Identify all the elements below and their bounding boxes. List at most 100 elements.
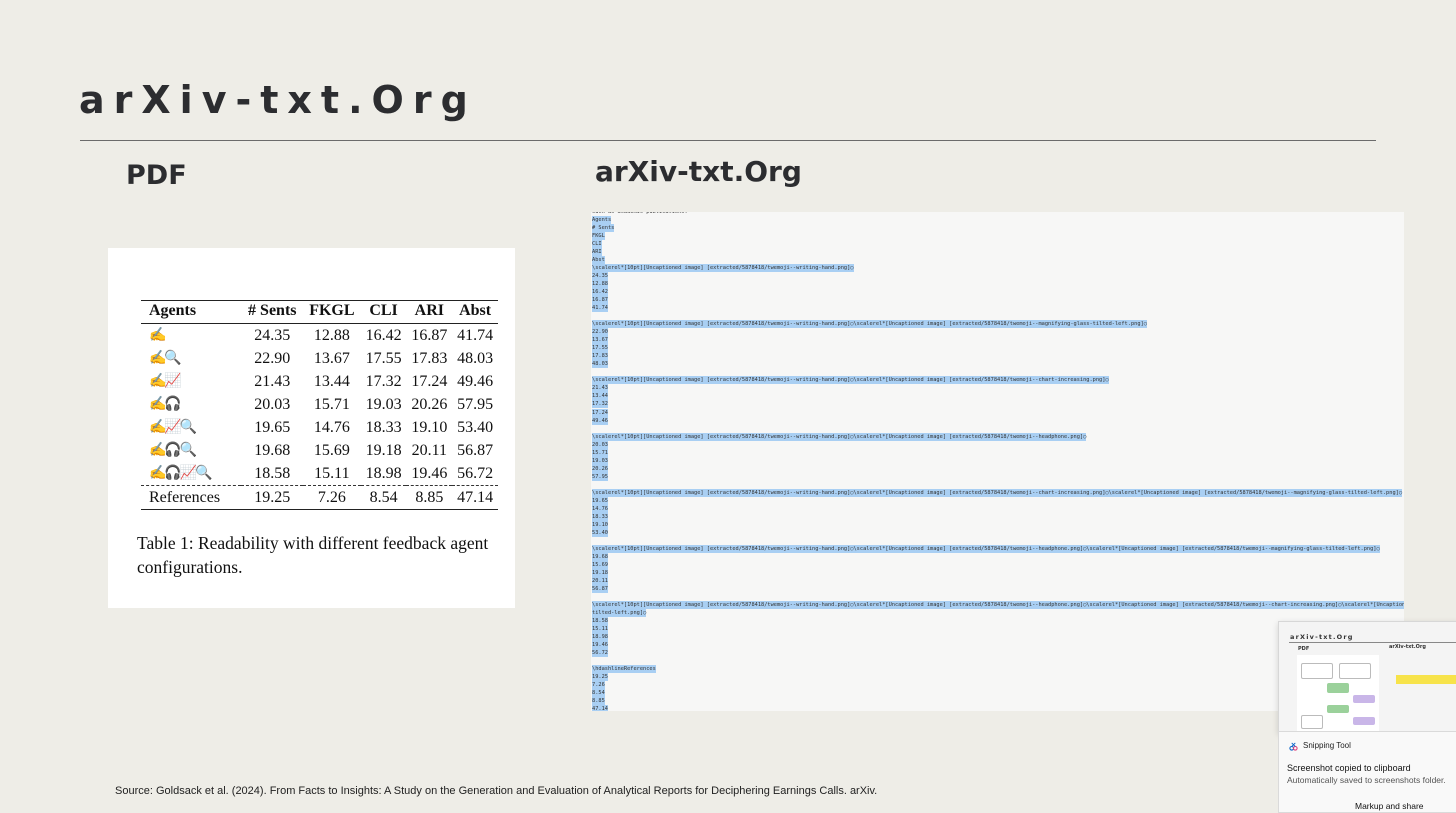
screenshot-thumbnail[interactable]: arXiv-txt.Org PDF arXiv-txt.Org	[1278, 621, 1456, 733]
text-line: 49.46	[592, 416, 608, 425]
table-cell: 17.24	[411, 372, 448, 390]
agent-icons: ✍	[149, 328, 166, 343]
text-line: 15.69	[592, 560, 608, 569]
table-cell: 13.67	[313, 349, 350, 367]
text-line: 19.10	[592, 520, 608, 529]
text-line: CLI	[592, 240, 602, 249]
text-line: 16.87	[592, 296, 608, 305]
text-line: 24.35	[592, 272, 608, 281]
thumbnail-image	[1297, 655, 1379, 732]
table-cell: 17.55	[365, 349, 402, 367]
table-row: ✍🎧🔍 19.68 15.69 19.18 20.11 56.87	[141, 439, 498, 462]
table-row: ✍ 24.35 12.88 16.42 16.87 41.74	[141, 324, 498, 348]
notification-subtitle: Automatically saved to screenshots folde…	[1287, 775, 1446, 785]
table-row: ✍📈🔍 19.65 14.76 18.33 19.10 53.40	[141, 416, 498, 439]
table-cell: 48.03	[457, 349, 494, 367]
text-line: 18.98	[592, 633, 608, 642]
agent-icons: ✍🎧	[149, 397, 182, 412]
thumbnail-box	[1327, 705, 1349, 713]
text-line: 41.74	[592, 304, 608, 313]
table-cell: 19.65	[254, 418, 291, 436]
table-cell: 19.68	[254, 441, 291, 459]
markup-and-share-button[interactable]: Markup and share	[1355, 801, 1424, 811]
thumbnail-txt-label: arXiv-txt.Org	[1389, 644, 1426, 650]
table-cell: 19.10	[411, 418, 448, 436]
snipping-tool-icon	[1289, 742, 1298, 751]
text-line: 20.26	[592, 464, 608, 473]
table-row: ✍🎧 20.03 15.71 19.03 20.26 57.95	[141, 393, 498, 416]
table-cell: 20.11	[411, 441, 448, 459]
text-line: 8.54	[592, 689, 605, 698]
table-cell: 17.83	[411, 349, 448, 367]
header-divider	[80, 140, 1376, 141]
text-line: 17.24	[592, 408, 608, 417]
readability-table: Agents # Sents FKGL CLI ARI Abst ✍ 24.35 1…	[141, 300, 498, 510]
table-row: ✍🎧📈🔍 18.58 15.11 18.98 19.46 56.72	[141, 462, 498, 486]
table-cell: 21.43	[254, 372, 291, 390]
table-cell: 53.40	[457, 418, 494, 436]
agent-icons: ✍📈	[149, 374, 182, 389]
text-line: 17.32	[592, 400, 608, 409]
table-cell: 20.03	[254, 395, 291, 413]
text-line: \scalerel*[10pt][Uncaptioned image] [ext…	[592, 376, 1109, 385]
table-cell: 24.35	[254, 326, 291, 344]
text-line: 8.85	[592, 697, 605, 706]
table-cell: 16.87	[411, 326, 448, 344]
table-cell: 8.54	[360, 485, 407, 510]
text-line: ARI	[592, 248, 602, 257]
text-line: 12.88	[592, 280, 608, 289]
table-cell: 16.42	[365, 326, 402, 344]
text-line: 56.87	[592, 584, 608, 593]
text-view[interactable]: such as academic publications. Agents # Se…	[591, 212, 1404, 711]
source-citation: Source: Goldsack et al. (2024). From Fac…	[115, 785, 878, 797]
snipping-tool-notification[interactable]: Snipping Tool Screenshot copied to clipb…	[1278, 731, 1456, 813]
thumbnail-title: arXiv-txt.Org	[1290, 633, 1354, 641]
text-line: \scalerel*[10pt][Uncaptioned image] [ext…	[592, 264, 854, 273]
table-cell: 56.87	[457, 441, 494, 459]
thumbnail-box	[1339, 663, 1371, 679]
table-cell: 8.85	[406, 485, 453, 510]
text-line: 18.58	[592, 617, 608, 626]
table-cell: 19.46	[411, 464, 448, 482]
text-line: 19.03	[592, 456, 608, 465]
txt-heading: arXiv-txt.Org	[595, 155, 802, 188]
pdf-heading: PDF	[126, 160, 187, 191]
table-cell: 14.76	[313, 418, 350, 436]
thumbnail-highlight	[1396, 675, 1456, 684]
column-header: Agents	[141, 300, 242, 324]
text-line: 14.76	[592, 504, 608, 513]
table-cell: 41.74	[457, 326, 494, 344]
text-line: \hdashlineReferences	[592, 665, 656, 674]
table-cell: 18.98	[365, 464, 402, 482]
text-line: 17.83	[592, 352, 608, 361]
agent-icons: ✍📈🔍	[149, 420, 197, 435]
text-line: 13.44	[592, 392, 608, 401]
table-cell: 47.14	[452, 485, 498, 510]
text-line: Agents	[592, 216, 612, 225]
table-cell: 19.25	[241, 485, 304, 510]
column-header: FKGL	[303, 300, 361, 324]
text-line: 19.25	[592, 673, 608, 682]
text-line: 19.65	[592, 496, 608, 505]
text-line: \scalerel*[10pt][Uncaptioned image] [ext…	[592, 544, 1380, 553]
table-row: ✍📈 21.43 13.44 17.32 17.24 49.46	[141, 370, 498, 393]
table-header-row: Agents # Sents FKGL CLI ARI Abst	[141, 300, 498, 324]
text-line: 48.03	[592, 360, 608, 369]
table-cell: 18.33	[365, 418, 402, 436]
column-header: CLI	[360, 300, 407, 324]
thumbnail-box	[1301, 663, 1333, 679]
site-title: arXiv-txt.Org	[79, 78, 477, 122]
text-line: 57.95	[592, 472, 608, 481]
table-cell: 7.26	[303, 485, 361, 510]
text-line: 21.43	[592, 384, 608, 393]
text-line: tilted-left.png]○	[592, 609, 647, 617]
text-line: \scalerel*[10pt][Uncaptioned image] [ext…	[592, 488, 1403, 497]
table-cell: 18.58	[254, 464, 291, 482]
text-line: 13.67	[592, 336, 608, 345]
thumbnail-box	[1301, 715, 1323, 729]
text-line: 20.03	[592, 440, 608, 449]
table-cell: 57.95	[457, 395, 494, 413]
text-line: \scalerel*[10pt][Uncaptioned image] [ext…	[592, 600, 1404, 609]
table-cell: 49.46	[457, 372, 494, 390]
text-line: # Sents	[592, 224, 615, 233]
